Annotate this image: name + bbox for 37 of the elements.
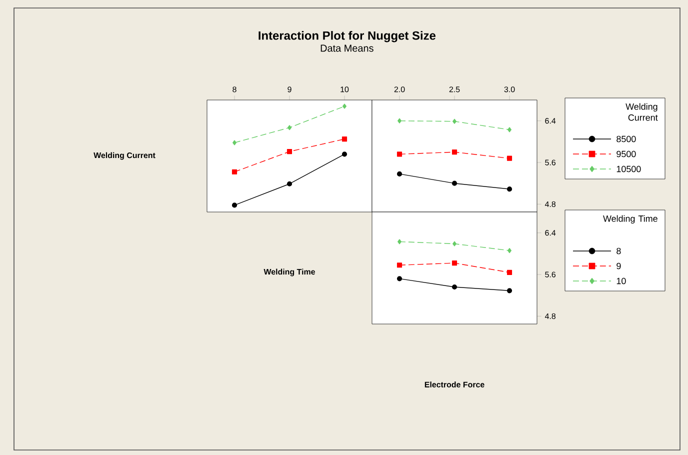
point xyxy=(396,171,402,177)
point xyxy=(452,180,458,186)
point xyxy=(506,156,512,161)
legend-label: 9 xyxy=(616,262,621,270)
chart-title: Interaction Plot for Nugget Size xyxy=(258,31,436,42)
point xyxy=(452,284,458,290)
legend-title: Welding Time xyxy=(603,215,658,224)
point xyxy=(506,288,512,294)
point xyxy=(342,104,346,109)
point xyxy=(286,149,292,154)
point xyxy=(398,239,402,244)
point xyxy=(452,260,458,266)
point xyxy=(232,202,238,208)
point xyxy=(452,118,456,124)
point xyxy=(396,276,402,282)
legend-label: 9500 xyxy=(616,150,636,158)
point xyxy=(232,140,236,146)
point xyxy=(396,262,402,268)
point xyxy=(506,186,512,192)
point xyxy=(506,270,512,275)
legend-label: 8500 xyxy=(616,136,636,142)
point xyxy=(452,241,456,246)
point xyxy=(342,136,348,142)
legend-label: 10 xyxy=(616,278,626,284)
point xyxy=(342,152,348,157)
legend-label: 10500 xyxy=(616,166,641,172)
point xyxy=(396,152,402,157)
point xyxy=(508,127,512,132)
point xyxy=(508,248,512,254)
point xyxy=(286,181,292,186)
point xyxy=(398,118,402,124)
legend-title: Welding Current xyxy=(626,103,658,121)
chart-subtitle: Data Means xyxy=(320,44,374,52)
point xyxy=(452,150,458,155)
point xyxy=(288,125,292,130)
point xyxy=(232,169,238,174)
legend-label: 8 xyxy=(616,248,621,254)
